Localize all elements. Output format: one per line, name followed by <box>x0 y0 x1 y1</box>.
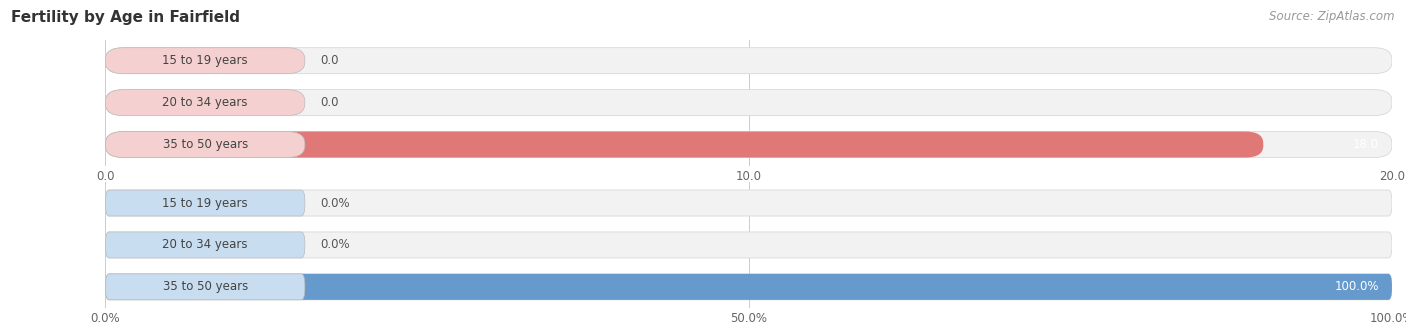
Text: 100.0%: 100.0% <box>1334 280 1379 293</box>
FancyBboxPatch shape <box>105 48 1392 74</box>
Text: 15 to 19 years: 15 to 19 years <box>162 54 247 67</box>
FancyBboxPatch shape <box>105 274 305 300</box>
Text: 20 to 34 years: 20 to 34 years <box>163 238 247 252</box>
FancyBboxPatch shape <box>105 274 1392 300</box>
FancyBboxPatch shape <box>105 274 1392 300</box>
FancyBboxPatch shape <box>105 90 1392 116</box>
FancyBboxPatch shape <box>105 190 305 216</box>
Text: 20 to 34 years: 20 to 34 years <box>163 96 247 109</box>
FancyBboxPatch shape <box>105 232 305 258</box>
Text: Fertility by Age in Fairfield: Fertility by Age in Fairfield <box>11 10 240 25</box>
Text: 0.0%: 0.0% <box>321 197 350 210</box>
FancyBboxPatch shape <box>105 131 305 158</box>
FancyBboxPatch shape <box>105 190 1392 216</box>
Text: 15 to 19 years: 15 to 19 years <box>162 197 247 210</box>
FancyBboxPatch shape <box>105 131 1263 158</box>
Text: 0.0: 0.0 <box>321 54 339 67</box>
Text: 0.0%: 0.0% <box>321 238 350 252</box>
FancyBboxPatch shape <box>105 232 1392 258</box>
FancyBboxPatch shape <box>105 90 305 116</box>
FancyBboxPatch shape <box>105 48 305 74</box>
Text: 35 to 50 years: 35 to 50 years <box>163 280 247 293</box>
Text: 35 to 50 years: 35 to 50 years <box>163 138 247 151</box>
FancyBboxPatch shape <box>105 131 1392 158</box>
Text: 18.0: 18.0 <box>1353 138 1379 151</box>
Text: Source: ZipAtlas.com: Source: ZipAtlas.com <box>1270 10 1395 23</box>
Text: 0.0: 0.0 <box>321 96 339 109</box>
